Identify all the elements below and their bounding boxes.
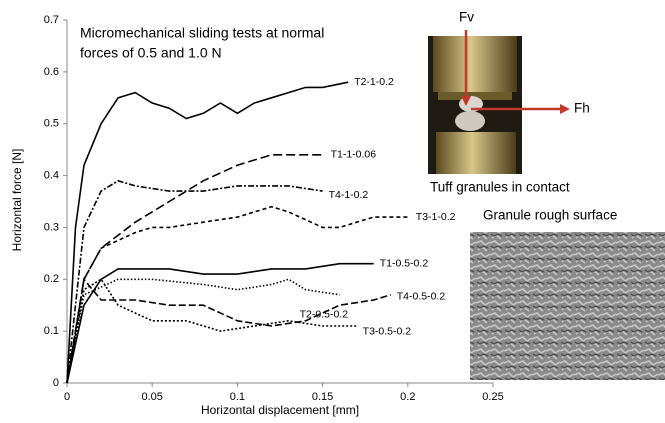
x-tick-label: 0.05 (141, 391, 162, 403)
y-tick-label: 0.7 (44, 14, 59, 26)
series-label: T2-0.5-0.2 (300, 309, 349, 321)
series-label: T4-0.5-0.2 (397, 291, 446, 303)
series-line (66, 179, 323, 384)
series-line (66, 277, 392, 384)
y-axis-label: Horizontal force [N] (10, 149, 24, 252)
photo-caption: Tuff granules in contact (430, 180, 570, 195)
series-label: T2-1-0.2 (354, 76, 394, 88)
x-axis-label: Horizontal displacement [mm] (201, 403, 359, 417)
y-tick-label: 0.5 (44, 118, 59, 130)
series-line (66, 81, 349, 384)
sem-caption: Granule rough surface (483, 208, 617, 223)
series-label: T1-0.5-0.2 (380, 258, 429, 270)
series-label: T3-1-0.2 (416, 211, 456, 223)
y-tick-label: 0.2 (44, 273, 59, 285)
y-tick-label: 0.1 (44, 325, 59, 337)
series-line (66, 205, 408, 384)
x-tick-label: 0.2 (400, 391, 415, 403)
y-tick-label: 0.3 (44, 221, 59, 233)
x-tick-label: 0.25 (482, 391, 503, 403)
y-tick-label: 0 (53, 377, 59, 389)
x-tick-label: 0.15 (312, 391, 333, 403)
y-tick-label: 0.6 (44, 66, 59, 78)
series-label: T4-1-0.2 (329, 189, 369, 201)
x-tick-label: 0 (64, 391, 70, 403)
series-label: T1-1-0.06 (331, 149, 377, 161)
y-tick-label: 0.4 (44, 169, 59, 181)
sem-image (470, 232, 665, 380)
photo (428, 30, 570, 174)
annotation: Micromechanical sliding tests at normal (80, 25, 324, 41)
series-line (66, 278, 340, 384)
force-label: Fv (459, 10, 474, 25)
x-tick-label: 0.1 (230, 391, 245, 403)
series-line (66, 278, 357, 384)
series-label: T3-0.5-0.2 (363, 326, 412, 338)
annotation: forces of 0.5 and 1.0 N (80, 45, 222, 61)
series-line (66, 262, 374, 384)
force-label: Fh (574, 101, 590, 116)
